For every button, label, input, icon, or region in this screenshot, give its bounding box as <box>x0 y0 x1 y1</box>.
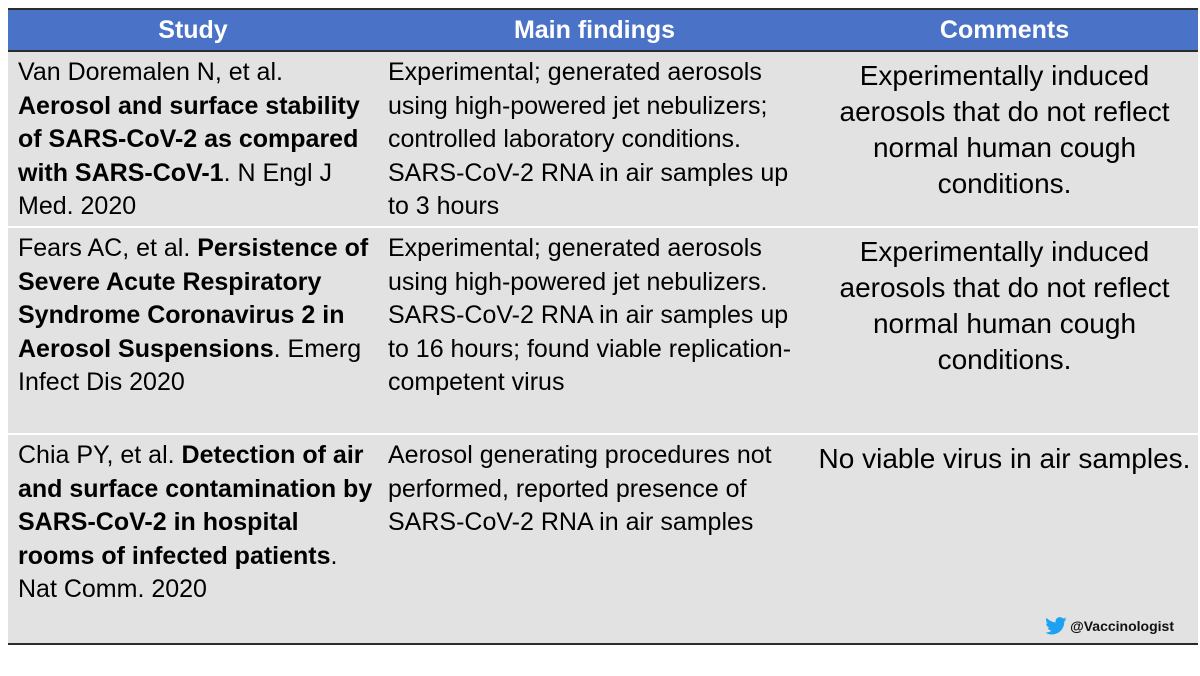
comments-cell: No viable virus in air samples. <box>818 443 1191 474</box>
study-title: Detection of air and surface contaminati… <box>18 441 373 570</box>
table-row: Chia PY, et al. Detection of air and sur… <box>8 435 1198 643</box>
twitter-handle[interactable]: @Vaccinologist <box>1070 618 1174 634</box>
twitter-bird-icon <box>1045 617 1067 635</box>
study-authors: Fears AC, et al. <box>18 234 198 262</box>
studies-table: Study Main findings Comments Van Doremal… <box>8 8 1198 645</box>
study-cell: Chia PY, et al. Detection of air and sur… <box>8 435 378 643</box>
comments-cell: Experimentally induced aerosols that do … <box>839 236 1170 375</box>
header-comments: Comments <box>939 16 1070 44</box>
study-cell: Fears AC, et al. Persistence of Severe A… <box>8 228 378 433</box>
study-authors: Chia PY, et al. <box>18 441 182 469</box>
twitter-credit[interactable]: @Vaccinologist <box>1045 617 1174 635</box>
study-cell: Van Doremalen N, et al. Aerosol and surf… <box>8 52 378 226</box>
study-authors: Van Doremalen N, et al. <box>18 58 283 86</box>
study-source: . Nat Comm. 2020 <box>18 541 338 604</box>
findings-cell: Experimental; generated aerosols using h… <box>388 58 789 220</box>
table-row: Van Doremalen N, et al. Aerosol and surf… <box>8 52 1198 228</box>
table-header-row: Study Main findings Comments <box>8 10 1198 52</box>
header-study: Study <box>158 16 228 44</box>
comments-cell: Experimentally induced aerosols that do … <box>839 60 1170 199</box>
study-source: . Emerg Infect Dis 2020 <box>18 334 362 397</box>
study-title: Aerosol and surface stability of SARS-Co… <box>18 91 360 187</box>
findings-cell: Aerosol generating procedures not perfor… <box>388 441 772 536</box>
study-source: . N Engl J Med. 2020 <box>18 158 332 221</box>
findings-cell: Experimental; generated aerosols using h… <box>388 234 792 396</box>
header-main-findings: Main findings <box>513 16 676 44</box>
table-row: Fears AC, et al. Persistence of Severe A… <box>8 228 1198 435</box>
study-title: Persistence of Severe Acute Respiratory … <box>18 234 369 363</box>
